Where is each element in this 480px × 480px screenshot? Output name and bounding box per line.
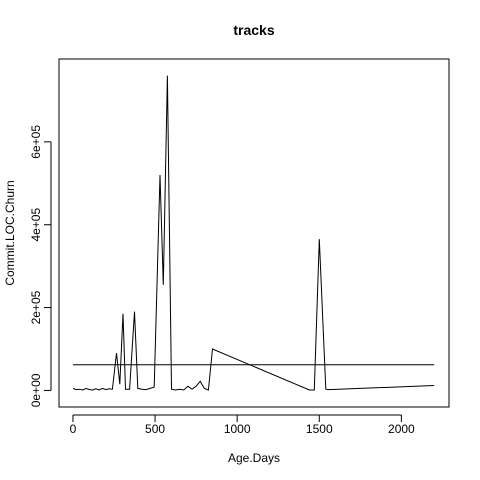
plot-box: [58, 58, 450, 408]
x-tick-label: 2000: [388, 422, 415, 436]
series-layer: [72, 75, 435, 391]
chart-title: tracks: [233, 22, 274, 38]
y-tick-label: 4e+05: [29, 208, 43, 242]
y-tick-label: 6e+05: [29, 125, 43, 159]
x-tick-label: 500: [145, 422, 165, 436]
x-tick-label: 1500: [306, 422, 333, 436]
x-axis-label: Age.Days: [228, 451, 280, 465]
x-tick-label: 0: [70, 422, 77, 436]
series-line-1: [72, 75, 435, 391]
y-tick-label: 2e+05: [29, 290, 43, 324]
y-axis-label: Commit.LOC.Churn: [3, 180, 17, 285]
y-tick-label: 0e+00: [29, 373, 43, 407]
x-tick-label: 1000: [224, 422, 251, 436]
y-axis: 0e+00 2e+05 4e+05 6e+05: [29, 125, 52, 407]
x-axis: 0 500 1000 1500 2000: [70, 414, 415, 436]
